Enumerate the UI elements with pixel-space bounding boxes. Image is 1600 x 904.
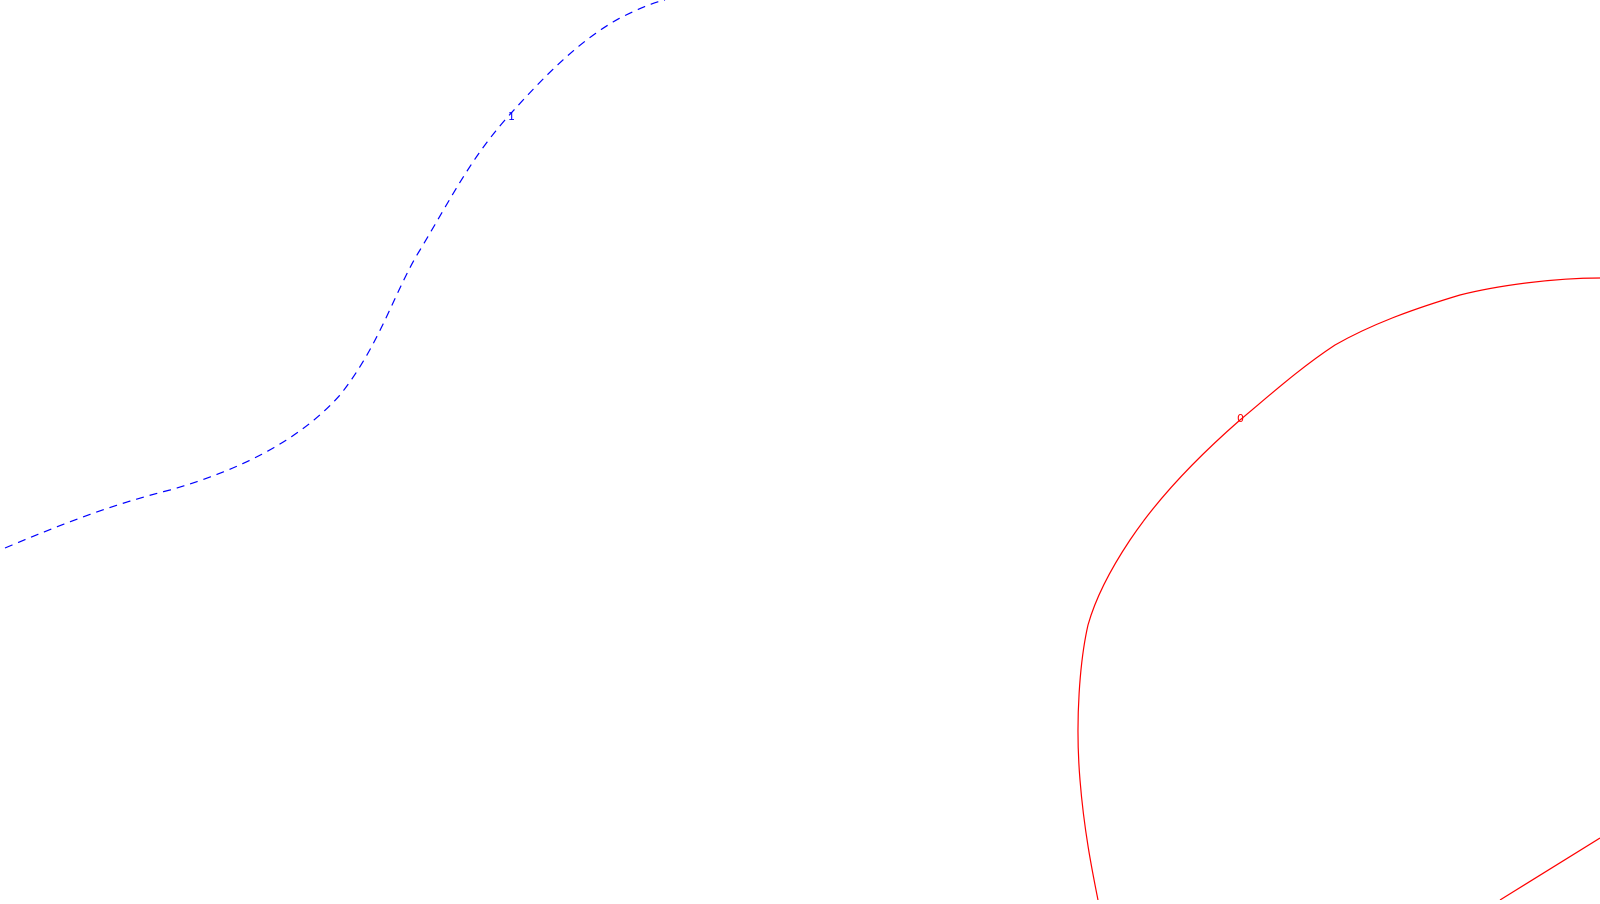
contour-line-level-0 [1077, 277, 1600, 901]
contour-line-level-1 [4, 0, 666, 549]
contour-label-level-0: 0 [1237, 412, 1244, 425]
contour-line-level-0-segment [1499, 837, 1600, 901]
contour-label-level-1: 1 [508, 110, 515, 123]
